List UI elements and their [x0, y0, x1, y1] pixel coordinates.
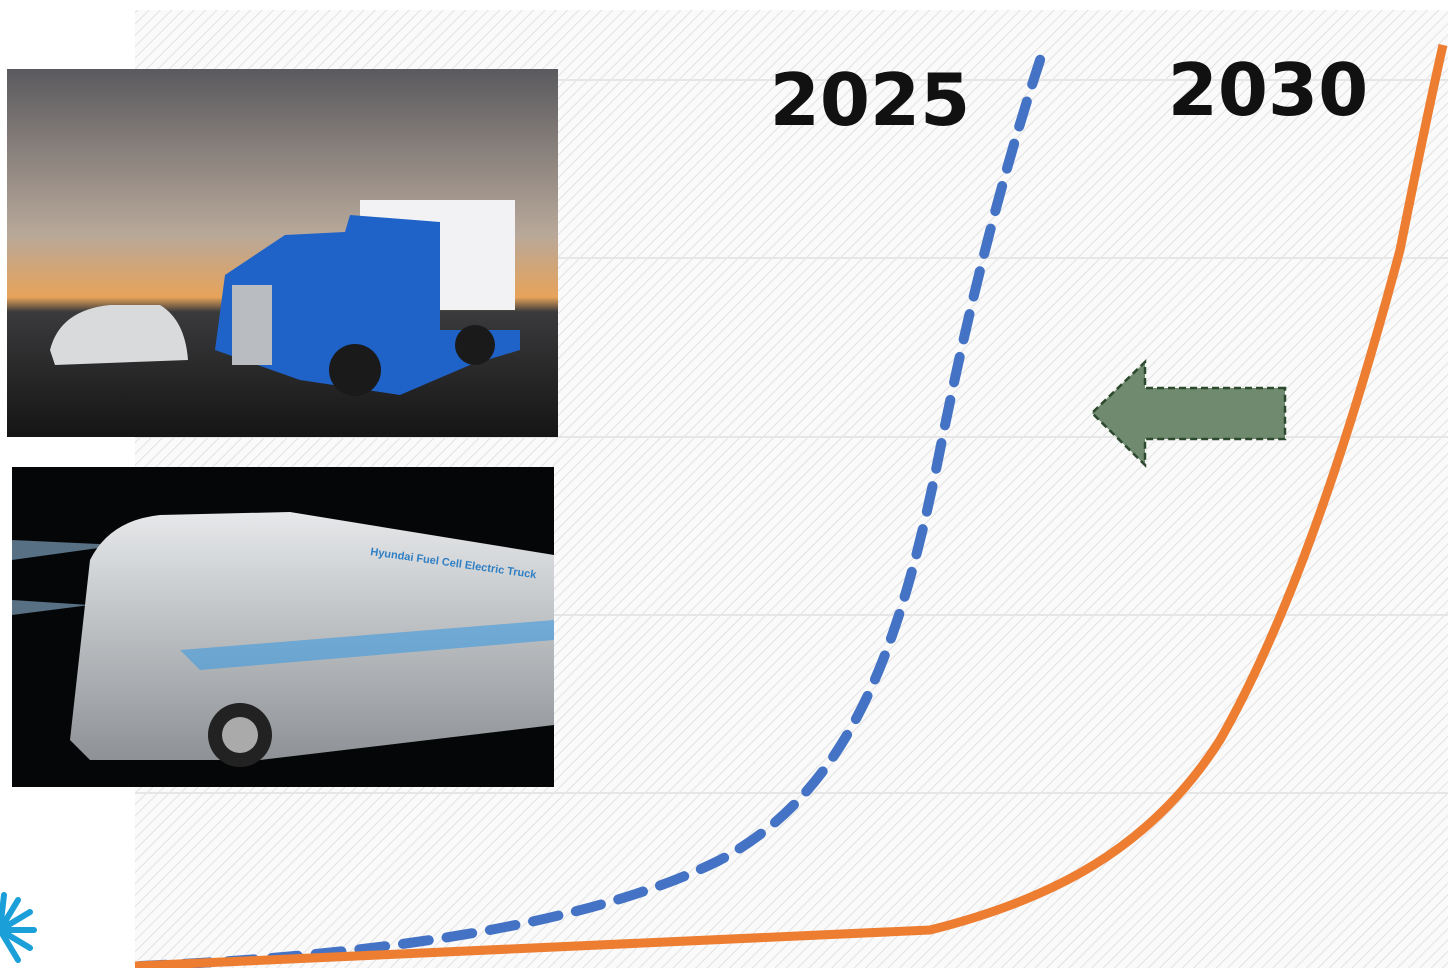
logo [0, 895, 34, 960]
label-2030: 2030 [1168, 48, 1368, 132]
photo-toyota [7, 69, 558, 437]
slide: 2025 2030 Hyundai Fuel Cell Electric Tru… [0, 0, 1448, 968]
label-2025: 2025 [770, 58, 970, 142]
photo-hyundai: Hyundai Fuel Cell Electric Truck [12, 467, 554, 787]
page: {"labels": {"left": "2025", "right": "20… [0, 0, 1448, 968]
